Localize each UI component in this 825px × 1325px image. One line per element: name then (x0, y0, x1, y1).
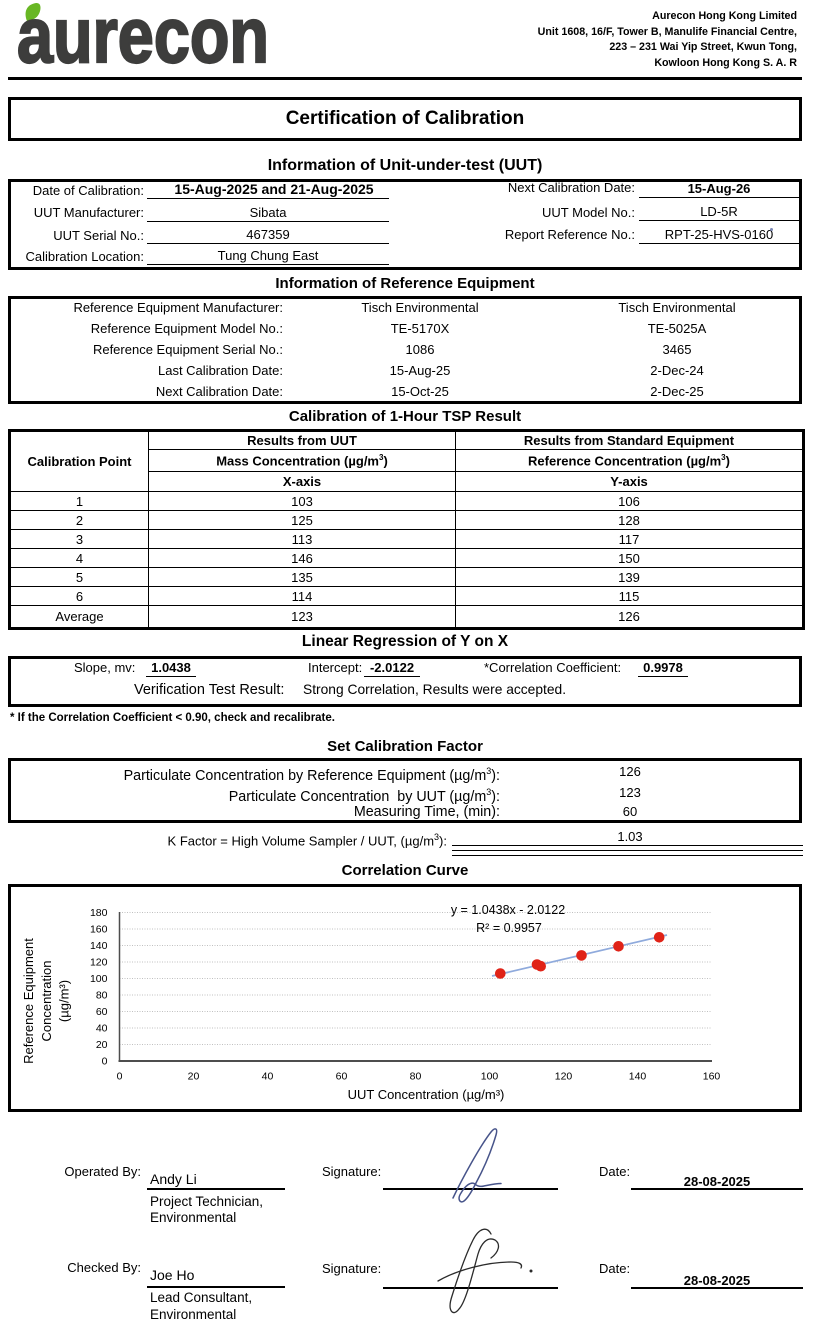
svg-text:0: 0 (102, 1056, 108, 1068)
svg-text:20: 20 (188, 1071, 200, 1083)
svg-text:120: 120 (90, 957, 108, 969)
svg-text:y = 1.0438x - 2.0122: y = 1.0438x - 2.0122 (451, 903, 565, 917)
svg-text:Concentration: Concentration (39, 961, 54, 1042)
svg-text:120: 120 (555, 1071, 573, 1083)
svg-text:160: 160 (703, 1071, 721, 1083)
svg-text:(µg/m³): (µg/m³) (57, 980, 72, 1022)
svg-text:100: 100 (481, 1071, 499, 1083)
svg-text:40: 40 (262, 1071, 274, 1083)
svg-text:100: 100 (90, 973, 108, 985)
svg-text:Reference Equipment: Reference Equipment (21, 938, 36, 1064)
svg-text:60: 60 (336, 1071, 348, 1083)
svg-text:aurecon: aurecon (17, 0, 269, 75)
svg-text:80: 80 (96, 990, 108, 1002)
svg-text:60: 60 (96, 1006, 108, 1018)
svg-text:180: 180 (90, 907, 108, 919)
svg-text:20: 20 (96, 1039, 108, 1051)
svg-text:160: 160 (90, 924, 108, 936)
svg-text:0: 0 (117, 1071, 123, 1083)
svg-text:140: 140 (629, 1071, 647, 1083)
svg-text:R² = 0.9957: R² = 0.9957 (476, 921, 542, 935)
svg-text:80: 80 (410, 1071, 422, 1083)
svg-text:140: 140 (90, 940, 108, 952)
svg-text:UUT Concentration (µg/m³): UUT Concentration (µg/m³) (348, 1087, 505, 1102)
svg-text:40: 40 (96, 1023, 108, 1035)
